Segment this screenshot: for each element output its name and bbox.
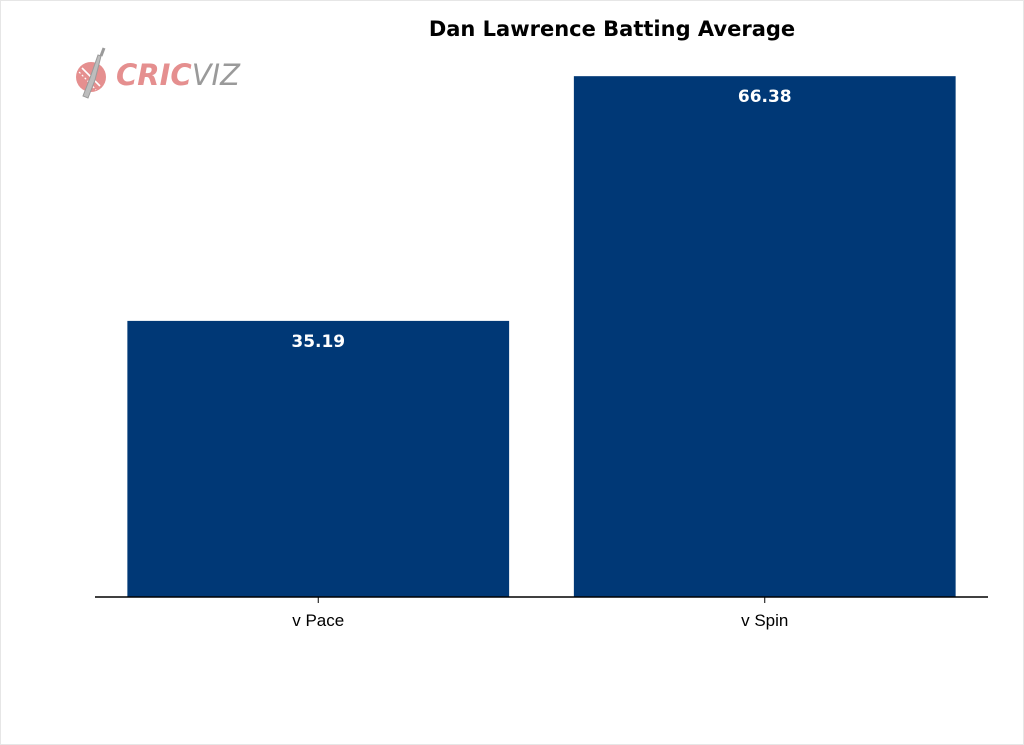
bar-value-label: 35.19 [291, 332, 345, 352]
x-tick-label: v Spin [741, 611, 788, 630]
bar-0 [127, 320, 510, 597]
bar-1 [573, 76, 956, 598]
chart-title: Dan Lawrence Batting Average [428, 17, 796, 41]
logo-word-cric: CRIC [116, 58, 192, 92]
cricviz-logo: CRICVIZ [74, 46, 240, 102]
bar-value-label: 66.38 [738, 87, 792, 107]
logo-wordmark: CRICVIZ [116, 58, 240, 92]
x-tick-label: v Pace [292, 611, 344, 630]
logo-word-viz: VIZ [191, 58, 240, 92]
cricket-ball-bat-icon [76, 47, 106, 99]
